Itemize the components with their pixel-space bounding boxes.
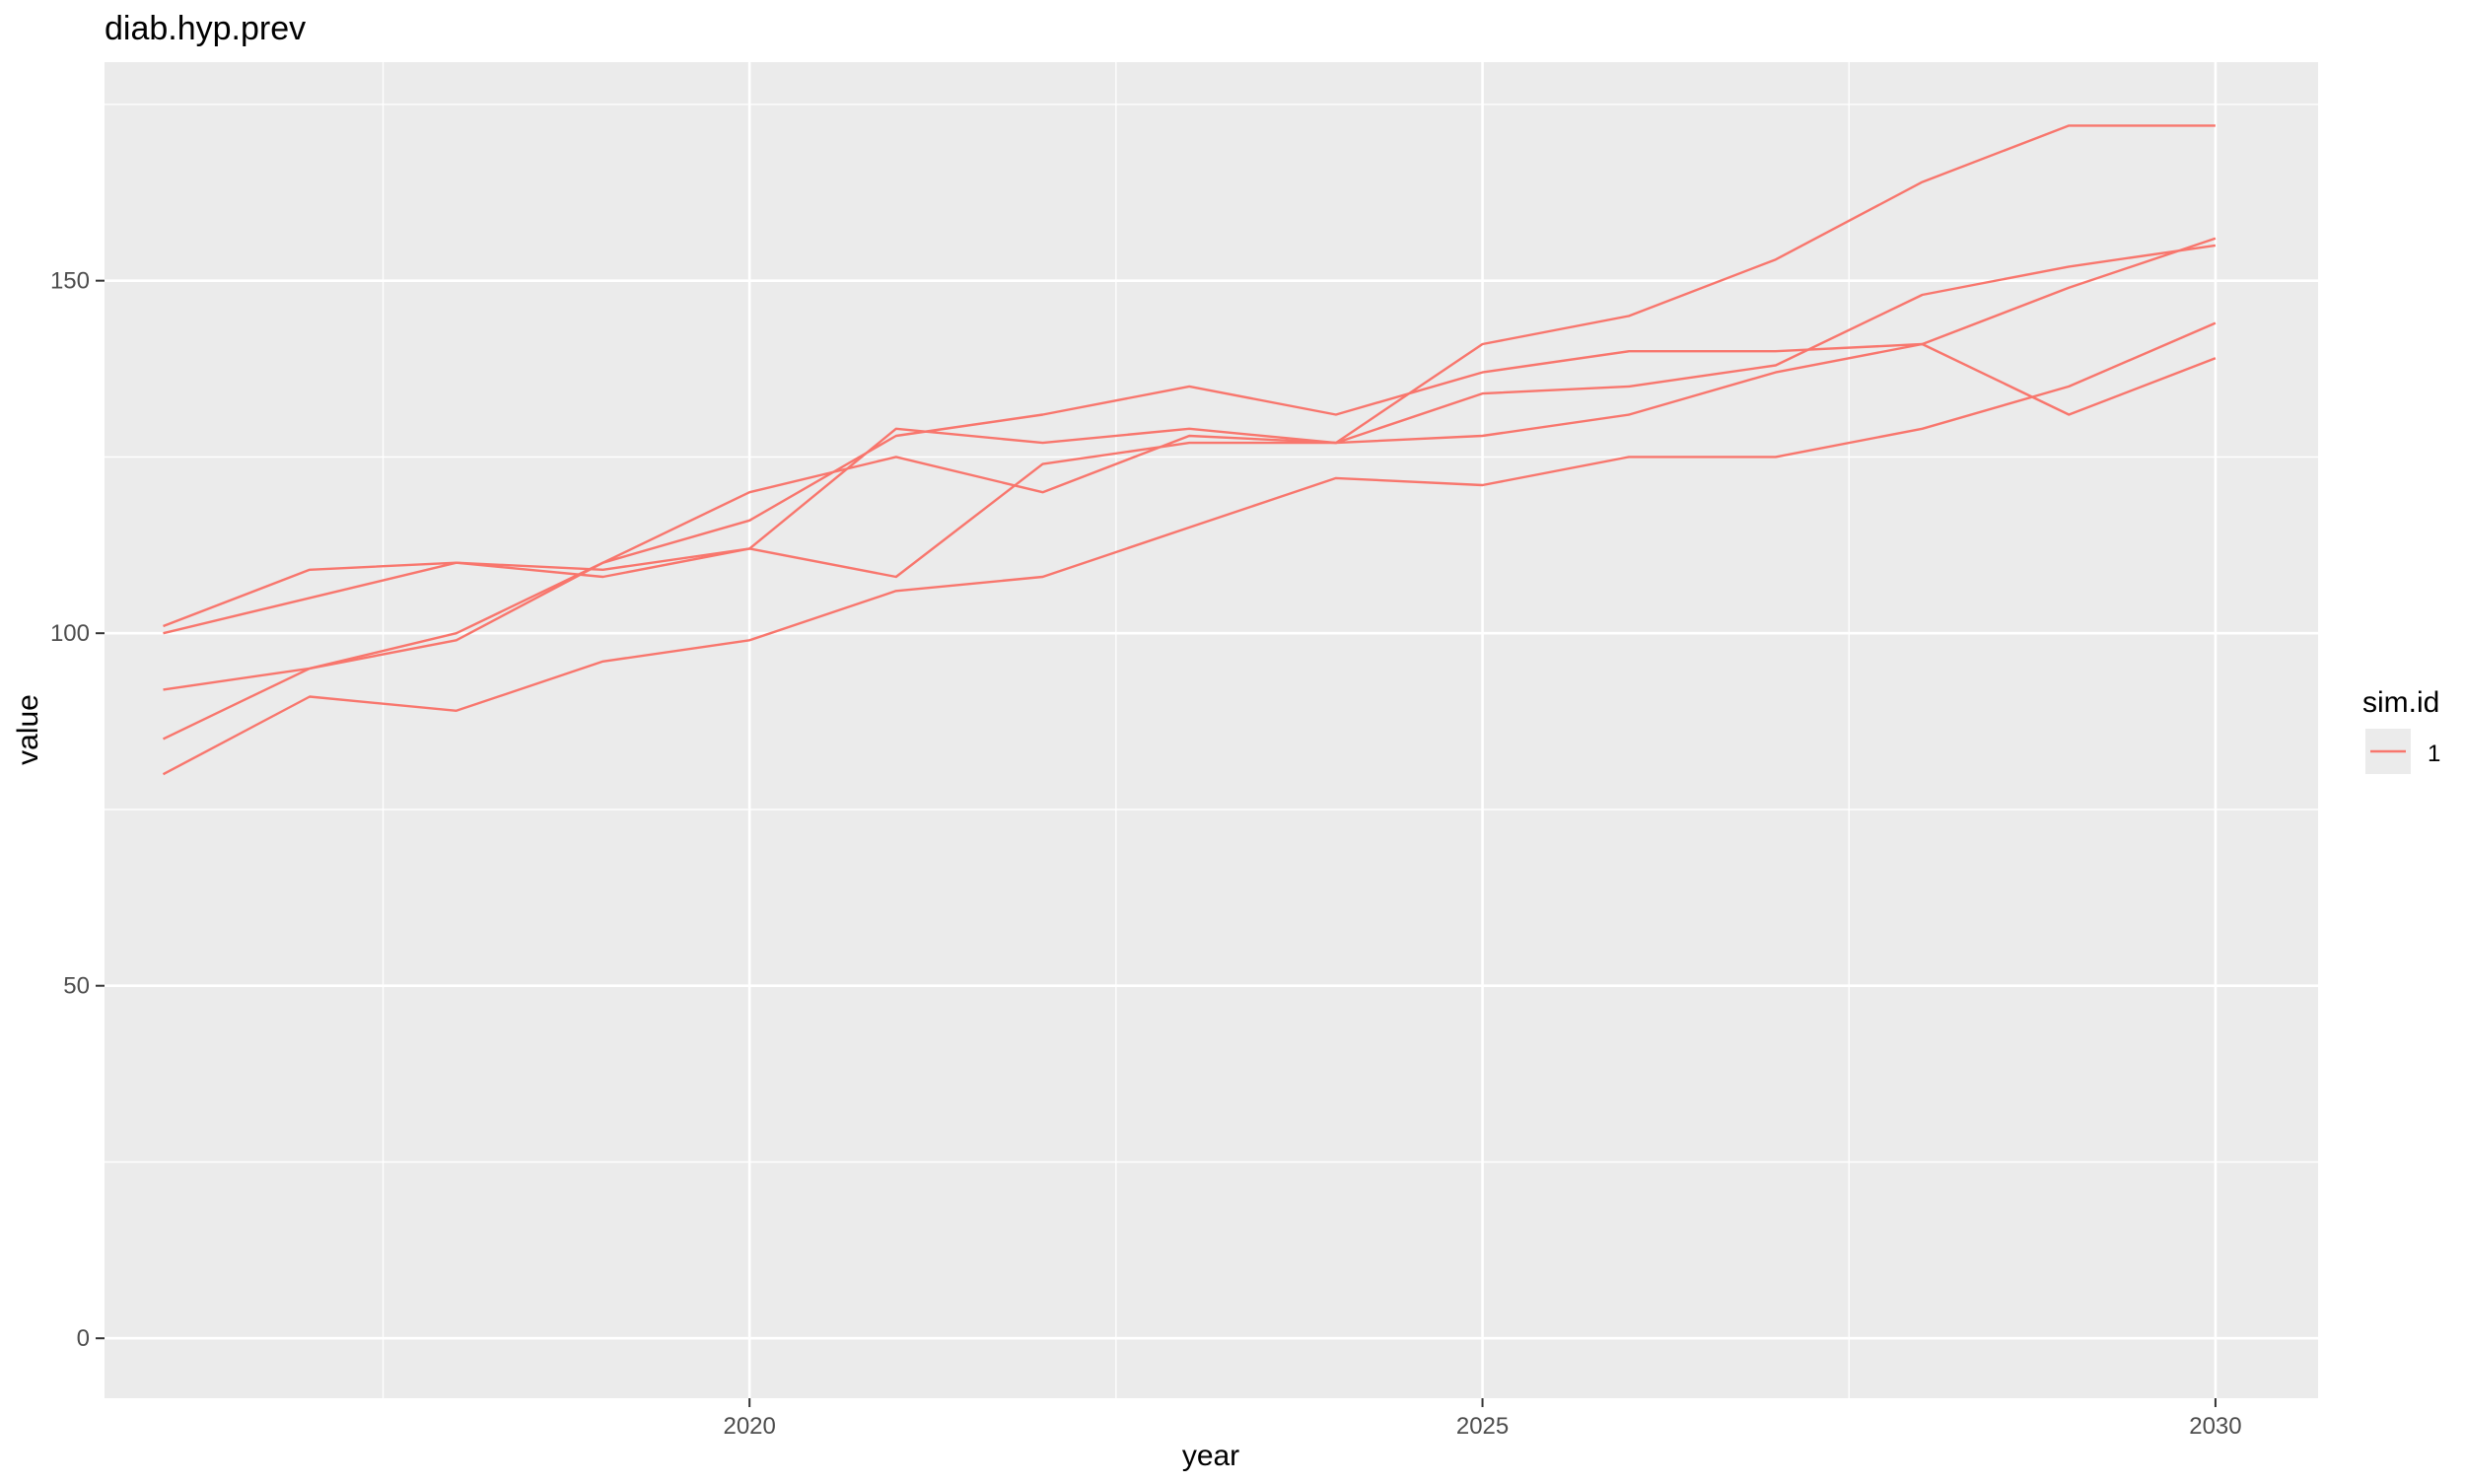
y-axis: 0 50 100 150 [50,268,105,1352]
plot-panel [105,62,2318,1398]
legend-entry-label: 1 [2428,741,2440,767]
grid-major [105,62,2318,1398]
x-axis-label: year [1182,1440,1239,1472]
x-tick-label: 2025 [1456,1413,1509,1440]
x-tick-label: 2030 [2189,1413,2241,1440]
x-tick-label: 2020 [723,1413,775,1440]
y-axis-label: value [12,694,44,765]
y-tick-label: 100 [50,620,90,647]
legend: sim.id 1 [2362,686,2440,774]
series-line-1 [163,244,2217,628]
series-line-3 [163,342,2217,691]
series-layer [162,124,2217,776]
legend-title: sim.id [2362,686,2439,719]
series-line-2 [163,124,2216,635]
y-tick-label: 150 [50,268,90,295]
y-tick-label: 0 [77,1325,90,1352]
grid-minor [105,62,2318,1398]
x-axis: 2020 2025 2030 [723,1398,2242,1440]
y-tick-label: 50 [63,973,90,1000]
series-line-5 [162,321,2217,776]
chart-title: diab.hyp.prev [105,10,306,47]
series-line-4 [162,237,2217,741]
